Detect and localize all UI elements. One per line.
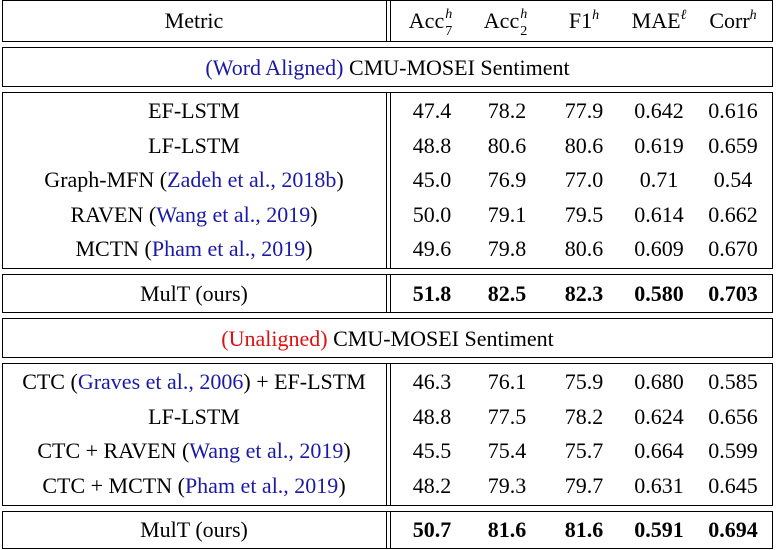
cell-acc2: 76.1 — [487, 369, 527, 394]
method-name: RAVEN (Wang et al., 2019) — [70, 201, 318, 227]
cell-acc2: 79.1 — [487, 201, 527, 227]
method-name: MulT (ours) — [140, 517, 248, 542]
method-name: CTC (Graves et al., 2006) + EF-LSTM — [22, 369, 366, 394]
aligned-baselines-frame — [2, 92, 773, 269]
cell-corr: 0.645 — [708, 472, 758, 498]
header-mae: MAEℓ — [631, 8, 687, 33]
cell-acc2: 80.6 — [487, 132, 527, 158]
cell-mae: 0.619 — [634, 132, 684, 158]
method-name: MulT (ours) — [140, 281, 248, 306]
cell-corr: 0.656 — [708, 403, 758, 429]
cell-corr: 0.54 — [713, 167, 753, 193]
cell-acc2: 77.5 — [487, 403, 527, 429]
cell-acc7: 48.8 — [412, 403, 452, 429]
citation-link[interactable]: Zadeh et al., 2018b — [167, 167, 337, 193]
header-f1: F1h — [568, 8, 600, 33]
method-name: EF-LSTM — [148, 98, 240, 123]
header-divider — [386, 0, 391, 42]
cell-f1: 80.6 — [564, 132, 604, 158]
cell-f1-best: 81.6 — [564, 517, 604, 542]
cell-f1: 79.5 — [564, 201, 604, 227]
citation-link[interactable]: Graves et al., 2006 — [77, 369, 244, 394]
cell-f1: 77.9 — [564, 98, 604, 123]
unaligned-ours-frame — [2, 511, 773, 549]
cell-mae: 0.664 — [634, 438, 684, 464]
section-unaligned-banner: (Unaligned) CMU-MOSEI Sentiment — [2, 318, 773, 358]
section-aligned-banner: (Word Aligned) CMU-MOSEI Sentiment — [2, 47, 773, 87]
method-name: LF-LSTM — [148, 132, 240, 158]
aligned-ours-divider — [386, 274, 391, 313]
cell-acc7: 48.2 — [412, 472, 452, 498]
cell-corr: 0.616 — [708, 98, 758, 123]
cell-acc7: 47.4 — [412, 98, 452, 123]
citation-link[interactable]: Pham et al., 2019 — [151, 236, 306, 262]
cell-acc7: 45.5 — [412, 438, 452, 464]
header-metric: Metric — [164, 8, 224, 33]
cell-mae: 0.614 — [634, 201, 684, 227]
unaligned-ours-divider — [386, 511, 391, 549]
cell-corr-best: 0.694 — [708, 517, 758, 542]
cell-acc7: 50.0 — [412, 201, 452, 227]
cell-mae: 0.609 — [634, 236, 684, 262]
cell-corr: 0.599 — [708, 438, 758, 464]
cell-mae: 0.642 — [634, 98, 684, 123]
aligned-baselines-divider — [386, 92, 391, 269]
cell-acc2: 76.9 — [487, 167, 527, 193]
aligned-title: CMU-MOSEI Sentiment — [349, 55, 570, 80]
cell-acc7-best: 50.7 — [412, 517, 452, 542]
unaligned-baselines-frame — [2, 363, 773, 506]
cell-f1: 75.9 — [564, 369, 604, 394]
cell-mae: 0.631 — [634, 472, 684, 498]
method-name: CTC + RAVEN (Wang et al., 2019) — [37, 438, 351, 464]
unaligned-baselines-divider — [386, 363, 391, 506]
cell-acc7: 45.0 — [412, 167, 452, 193]
header-acc2: Acc h 2 — [483, 7, 528, 39]
cell-f1: 78.2 — [564, 403, 604, 429]
cell-corr: 0.662 — [708, 201, 758, 227]
cell-mae-best: 0.580 — [634, 281, 684, 306]
cell-f1: 80.6 — [564, 236, 604, 262]
cell-acc2: 79.3 — [487, 472, 527, 498]
cell-f1-best: 82.3 — [564, 281, 604, 306]
cell-mae: 0.71 — [639, 167, 679, 193]
unaligned-title: CMU-MOSEI Sentiment — [333, 326, 554, 351]
cell-acc7: 48.8 — [412, 132, 452, 158]
cell-corr: 0.585 — [708, 369, 758, 394]
citation-link[interactable]: Wang et al., 2019 — [189, 438, 344, 464]
method-name: LF-LSTM — [148, 403, 240, 429]
method-name: CTC + MCTN (Pham et al., 2019) — [42, 472, 346, 498]
cell-acc2-best: 81.6 — [487, 517, 527, 542]
cell-corr: 0.670 — [708, 236, 758, 262]
cell-mae: 0.680 — [634, 369, 684, 394]
citation-link[interactable]: Wang et al., 2019 — [156, 201, 311, 227]
method-name: Graph-MFN (Zadeh et al., 2018b) — [44, 167, 344, 193]
cell-f1: 79.7 — [564, 472, 604, 498]
cell-corr: 0.659 — [708, 132, 758, 158]
cell-corr-best: 0.703 — [708, 281, 758, 306]
cell-acc7: 46.3 — [412, 369, 452, 394]
cell-acc7-best: 51.8 — [412, 281, 452, 306]
cell-f1: 77.0 — [564, 167, 604, 193]
aligned-tag: (Word Aligned) — [205, 55, 344, 80]
cell-acc2-best: 82.5 — [487, 281, 527, 306]
method-name: MCTN (Pham et al., 2019) — [75, 236, 313, 262]
aligned-ours-frame — [2, 274, 773, 313]
cell-acc2: 79.8 — [487, 236, 527, 262]
header-frame — [2, 0, 773, 42]
header-acc7: Acc h 7 — [408, 7, 453, 39]
cell-mae: 0.624 — [634, 403, 684, 429]
citation-link[interactable]: Pham et al., 2019 — [184, 472, 339, 498]
unaligned-tag: (Unaligned) — [221, 326, 328, 351]
header-corr: Corrh — [709, 8, 757, 33]
cell-acc2: 75.4 — [487, 438, 527, 464]
cell-acc2: 78.2 — [487, 98, 527, 123]
cell-mae-best: 0.591 — [634, 517, 684, 542]
cell-f1: 75.7 — [564, 438, 604, 464]
cell-acc7: 49.6 — [412, 236, 452, 262]
